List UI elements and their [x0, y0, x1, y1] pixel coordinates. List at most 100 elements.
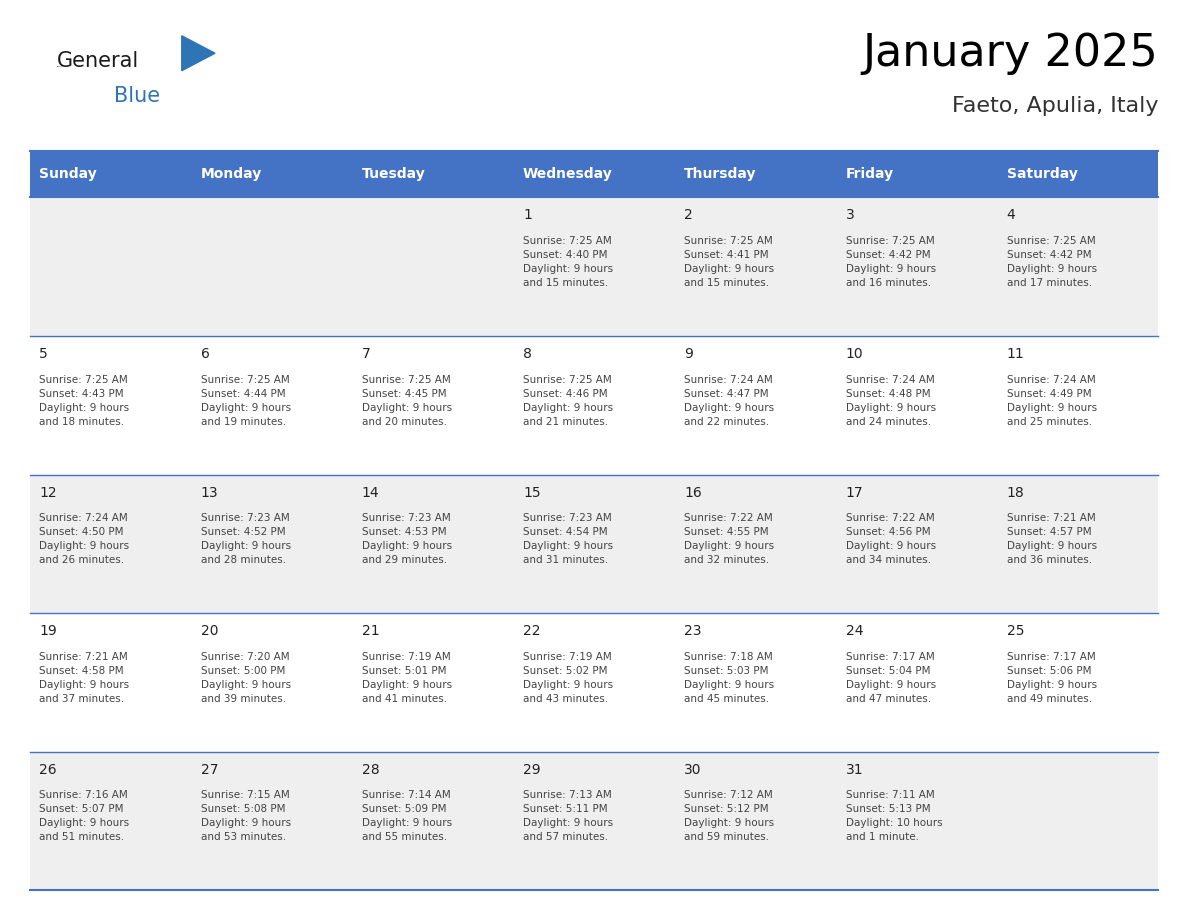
Text: Sunrise: 7:23 AM
Sunset: 4:54 PM
Daylight: 9 hours
and 31 minutes.: Sunrise: 7:23 AM Sunset: 4:54 PM Dayligh…: [523, 513, 613, 565]
Text: 10: 10: [846, 347, 864, 361]
Text: Sunrise: 7:24 AM
Sunset: 4:50 PM
Daylight: 9 hours
and 26 minutes.: Sunrise: 7:24 AM Sunset: 4:50 PM Dayligh…: [39, 513, 129, 565]
Text: 4: 4: [1006, 208, 1016, 222]
Bar: [352, 197, 513, 336]
Text: Monday: Monday: [201, 167, 261, 182]
Bar: [513, 475, 675, 613]
Text: 18: 18: [1006, 486, 1024, 499]
Text: Sunrise: 7:17 AM
Sunset: 5:04 PM
Daylight: 9 hours
and 47 minutes.: Sunrise: 7:17 AM Sunset: 5:04 PM Dayligh…: [846, 652, 936, 704]
Bar: [352, 613, 513, 752]
Bar: [675, 475, 836, 613]
Bar: [191, 475, 352, 613]
Text: Sunrise: 7:21 AM
Sunset: 4:57 PM
Daylight: 9 hours
and 36 minutes.: Sunrise: 7:21 AM Sunset: 4:57 PM Dayligh…: [1006, 513, 1097, 565]
Text: Sunrise: 7:25 AM
Sunset: 4:40 PM
Daylight: 9 hours
and 15 minutes.: Sunrise: 7:25 AM Sunset: 4:40 PM Dayligh…: [523, 236, 613, 288]
Bar: [675, 752, 836, 890]
Text: 21: 21: [362, 624, 379, 638]
Bar: [30, 752, 191, 890]
Text: Wednesday: Wednesday: [523, 167, 613, 182]
Text: Sunrise: 7:18 AM
Sunset: 5:03 PM
Daylight: 9 hours
and 45 minutes.: Sunrise: 7:18 AM Sunset: 5:03 PM Dayligh…: [684, 652, 775, 704]
Text: Sunrise: 7:25 AM
Sunset: 4:43 PM
Daylight: 9 hours
and 18 minutes.: Sunrise: 7:25 AM Sunset: 4:43 PM Dayligh…: [39, 375, 129, 427]
Text: 14: 14: [362, 486, 379, 499]
Text: 31: 31: [846, 763, 864, 777]
Bar: [836, 613, 997, 752]
Text: Sunrise: 7:19 AM
Sunset: 5:02 PM
Daylight: 9 hours
and 43 minutes.: Sunrise: 7:19 AM Sunset: 5:02 PM Dayligh…: [523, 652, 613, 704]
Bar: [191, 613, 352, 752]
Bar: [513, 336, 675, 475]
Text: Sunrise: 7:24 AM
Sunset: 4:48 PM
Daylight: 9 hours
and 24 minutes.: Sunrise: 7:24 AM Sunset: 4:48 PM Dayligh…: [846, 375, 936, 427]
Bar: [30, 336, 191, 475]
Bar: [836, 475, 997, 613]
Text: Sunrise: 7:23 AM
Sunset: 4:53 PM
Daylight: 9 hours
and 29 minutes.: Sunrise: 7:23 AM Sunset: 4:53 PM Dayligh…: [362, 513, 451, 565]
Bar: [675, 197, 836, 336]
Text: 29: 29: [523, 763, 541, 777]
Text: 11: 11: [1006, 347, 1024, 361]
Text: 6: 6: [201, 347, 209, 361]
Text: Blue: Blue: [114, 85, 160, 106]
Text: 24: 24: [846, 624, 862, 638]
Text: Sunrise: 7:12 AM
Sunset: 5:12 PM
Daylight: 9 hours
and 59 minutes.: Sunrise: 7:12 AM Sunset: 5:12 PM Dayligh…: [684, 790, 775, 843]
Text: 13: 13: [201, 486, 219, 499]
Text: Sunrise: 7:15 AM
Sunset: 5:08 PM
Daylight: 9 hours
and 53 minutes.: Sunrise: 7:15 AM Sunset: 5:08 PM Dayligh…: [201, 790, 291, 843]
Bar: [30, 197, 191, 336]
Text: Sunrise: 7:25 AM
Sunset: 4:44 PM
Daylight: 9 hours
and 19 minutes.: Sunrise: 7:25 AM Sunset: 4:44 PM Dayligh…: [201, 375, 291, 427]
Bar: [836, 197, 997, 336]
Bar: [513, 197, 675, 336]
Text: Sunrise: 7:25 AM
Sunset: 4:42 PM
Daylight: 9 hours
and 16 minutes.: Sunrise: 7:25 AM Sunset: 4:42 PM Dayligh…: [846, 236, 936, 288]
Text: Friday: Friday: [846, 167, 893, 182]
Bar: [997, 197, 1158, 336]
Text: 19: 19: [39, 624, 57, 638]
Text: 8: 8: [523, 347, 532, 361]
Text: 17: 17: [846, 486, 864, 499]
Text: Tuesday: Tuesday: [362, 167, 425, 182]
Bar: [30, 475, 191, 613]
Text: Sunrise: 7:25 AM
Sunset: 4:41 PM
Daylight: 9 hours
and 15 minutes.: Sunrise: 7:25 AM Sunset: 4:41 PM Dayligh…: [684, 236, 775, 288]
Bar: [352, 336, 513, 475]
Text: Sunrise: 7:25 AM
Sunset: 4:46 PM
Daylight: 9 hours
and 21 minutes.: Sunrise: 7:25 AM Sunset: 4:46 PM Dayligh…: [523, 375, 613, 427]
Bar: [191, 752, 352, 890]
Text: Sunrise: 7:24 AM
Sunset: 4:49 PM
Daylight: 9 hours
and 25 minutes.: Sunrise: 7:24 AM Sunset: 4:49 PM Dayligh…: [1006, 375, 1097, 427]
Text: Sunrise: 7:14 AM
Sunset: 5:09 PM
Daylight: 9 hours
and 55 minutes.: Sunrise: 7:14 AM Sunset: 5:09 PM Dayligh…: [362, 790, 451, 843]
Bar: [997, 336, 1158, 475]
Text: Sunrise: 7:16 AM
Sunset: 5:07 PM
Daylight: 9 hours
and 51 minutes.: Sunrise: 7:16 AM Sunset: 5:07 PM Dayligh…: [39, 790, 129, 843]
Text: 25: 25: [1006, 624, 1024, 638]
Text: 16: 16: [684, 486, 702, 499]
Bar: [997, 752, 1158, 890]
Text: 30: 30: [684, 763, 702, 777]
Bar: [675, 336, 836, 475]
Bar: [997, 475, 1158, 613]
Text: Sunrise: 7:25 AM
Sunset: 4:42 PM
Daylight: 9 hours
and 17 minutes.: Sunrise: 7:25 AM Sunset: 4:42 PM Dayligh…: [1006, 236, 1097, 288]
Text: Sunrise: 7:22 AM
Sunset: 4:56 PM
Daylight: 9 hours
and 34 minutes.: Sunrise: 7:22 AM Sunset: 4:56 PM Dayligh…: [846, 513, 936, 565]
Bar: [352, 752, 513, 890]
Text: 1: 1: [523, 208, 532, 222]
Bar: [836, 336, 997, 475]
Text: #1a1a1a: #1a1a1a: [57, 66, 63, 67]
Bar: [675, 613, 836, 752]
Text: 9: 9: [684, 347, 693, 361]
Text: 12: 12: [39, 486, 57, 499]
Text: Sunrise: 7:20 AM
Sunset: 5:00 PM
Daylight: 9 hours
and 39 minutes.: Sunrise: 7:20 AM Sunset: 5:00 PM Dayligh…: [201, 652, 291, 704]
Text: Sunrise: 7:19 AM
Sunset: 5:01 PM
Daylight: 9 hours
and 41 minutes.: Sunrise: 7:19 AM Sunset: 5:01 PM Dayligh…: [362, 652, 451, 704]
Text: 22: 22: [523, 624, 541, 638]
Text: 2: 2: [684, 208, 693, 222]
Text: 7: 7: [362, 347, 371, 361]
Bar: [352, 475, 513, 613]
Text: January 2025: January 2025: [862, 32, 1158, 75]
Text: Sunrise: 7:23 AM
Sunset: 4:52 PM
Daylight: 9 hours
and 28 minutes.: Sunrise: 7:23 AM Sunset: 4:52 PM Dayligh…: [201, 513, 291, 565]
Text: Sunrise: 7:11 AM
Sunset: 5:13 PM
Daylight: 10 hours
and 1 minute.: Sunrise: 7:11 AM Sunset: 5:13 PM Dayligh…: [846, 790, 942, 843]
Text: Sunrise: 7:21 AM
Sunset: 4:58 PM
Daylight: 9 hours
and 37 minutes.: Sunrise: 7:21 AM Sunset: 4:58 PM Dayligh…: [39, 652, 129, 704]
Text: Sunrise: 7:25 AM
Sunset: 4:45 PM
Daylight: 9 hours
and 20 minutes.: Sunrise: 7:25 AM Sunset: 4:45 PM Dayligh…: [362, 375, 451, 427]
Bar: [191, 197, 352, 336]
Text: Sunrise: 7:24 AM
Sunset: 4:47 PM
Daylight: 9 hours
and 22 minutes.: Sunrise: 7:24 AM Sunset: 4:47 PM Dayligh…: [684, 375, 775, 427]
Text: 20: 20: [201, 624, 219, 638]
Text: Sunrise: 7:13 AM
Sunset: 5:11 PM
Daylight: 9 hours
and 57 minutes.: Sunrise: 7:13 AM Sunset: 5:11 PM Dayligh…: [523, 790, 613, 843]
Bar: [513, 613, 675, 752]
Bar: [836, 752, 997, 890]
Text: Thursday: Thursday: [684, 167, 757, 182]
Text: 28: 28: [362, 763, 379, 777]
Text: 5: 5: [39, 347, 49, 361]
Text: Sunday: Sunday: [39, 167, 97, 182]
Bar: [30, 151, 1158, 197]
Bar: [30, 613, 191, 752]
Text: Faeto, Apulia, Italy: Faeto, Apulia, Italy: [952, 96, 1158, 117]
Text: 27: 27: [201, 763, 219, 777]
Text: 3: 3: [846, 208, 854, 222]
